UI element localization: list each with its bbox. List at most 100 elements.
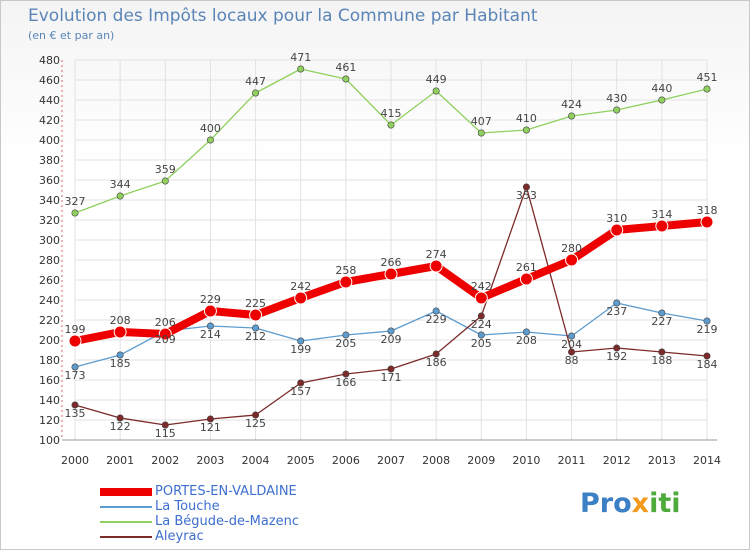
x-tick-label: 2006 [332,454,360,467]
y-tick-label: 240 [39,294,60,307]
data-label: 122 [110,420,131,433]
legend-label-la-begude: La Bégude-de-Mazenc [155,514,300,529]
data-point [249,308,263,322]
x-tick-label: 2000 [61,454,89,467]
data-point [294,291,308,305]
data-point [703,352,711,360]
y-tick-label: 200 [39,334,60,347]
data-label: 242 [290,280,311,293]
data-point [522,183,530,191]
x-tick-label: 2014 [693,454,721,467]
data-point [565,253,579,267]
legend-swatch-la-touche [100,506,152,508]
data-label: 400 [200,122,221,135]
data-point [297,65,305,73]
data-label: 314 [651,208,672,221]
data-label: 242 [471,280,492,293]
data-point [700,215,714,229]
data-label: 212 [245,330,266,343]
data-point [206,322,214,330]
data-label: 461 [335,61,356,74]
y-tick-label: 260 [39,274,60,287]
data-label: 318 [697,204,718,217]
y-tick-label: 340 [39,194,60,207]
data-label: 173 [65,369,86,382]
data-point [203,304,217,318]
data-point [658,309,666,317]
data-label: 184 [697,358,718,371]
data-label: 344 [110,178,131,191]
data-point [113,325,127,339]
data-point [432,350,440,358]
data-point [522,126,530,134]
data-label: 424 [561,98,582,111]
data-point [477,312,485,320]
data-point [432,87,440,95]
data-label: 237 [606,305,627,318]
legend-swatch-la-begude [100,521,152,523]
data-point [568,332,576,340]
y-tick-label: 140 [39,394,60,407]
data-point [206,136,214,144]
legend-label-la-touche: La Touche [155,499,220,514]
data-label: 171 [381,371,402,384]
data-point [387,327,395,335]
y-tick-label: 220 [39,314,60,327]
y-tick-label: 480 [39,54,60,67]
data-label: 219 [697,323,718,336]
grid-layer [74,59,708,441]
data-point [703,317,711,325]
data-label: 185 [110,357,131,370]
data-label: 214 [200,328,221,341]
data-label: 224 [471,318,492,331]
data-label: 359 [155,163,176,176]
data-point [342,370,350,378]
data-label: 440 [651,82,672,95]
data-label: 192 [606,350,627,363]
y-tick-label: 380 [39,154,60,167]
data-label: 125 [245,417,266,430]
data-label: 186 [426,356,447,369]
data-point [387,365,395,373]
data-label: 410 [516,112,537,125]
y-tick-label: 440 [39,94,60,107]
data-point [116,192,124,200]
data-point [568,112,576,120]
data-point [429,259,443,273]
data-label: 199 [290,343,311,356]
data-label: 188 [651,354,672,367]
legend-swatch-aleyrac [100,536,152,538]
data-point [116,351,124,359]
data-point [158,327,172,341]
data-label: 206 [155,316,176,329]
data-point [252,89,260,97]
data-label: 166 [335,376,356,389]
proxiti-logo: Proxiti [580,488,681,519]
data-point [71,209,79,217]
legend-label-aleyrac: Aleyrac [155,529,204,544]
data-point [71,363,79,371]
data-point [519,272,533,286]
y-tick-label: 320 [39,214,60,227]
data-point [252,411,260,419]
data-point [474,291,488,305]
data-point [613,299,621,307]
data-point [161,177,169,185]
y-tick-label: 300 [39,234,60,247]
data-point [613,344,621,352]
data-label: 157 [290,385,311,398]
x-tick-label: 2004 [242,454,270,467]
x-tick-label: 2003 [196,454,224,467]
x-tick-label: 2001 [106,454,134,467]
data-point [387,121,395,129]
data-point [658,348,666,356]
data-point [68,334,82,348]
series-layer [68,65,714,429]
x-tick-label: 2002 [151,454,179,467]
data-label: 451 [697,71,718,84]
data-label: 415 [381,107,402,120]
x-tick-label: 2008 [422,454,450,467]
data-label: 430 [606,92,627,105]
data-point [477,331,485,339]
